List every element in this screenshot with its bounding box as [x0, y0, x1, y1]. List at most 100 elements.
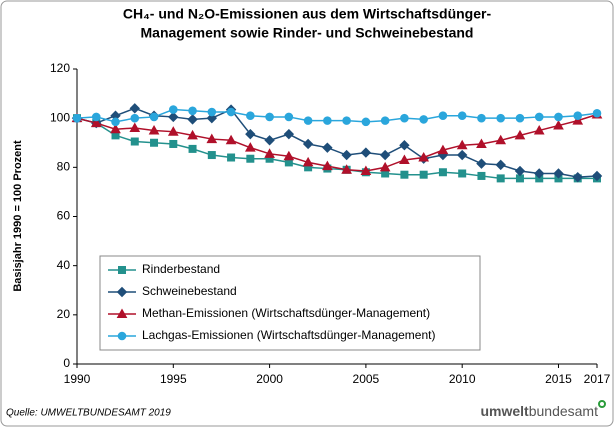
marker	[554, 112, 563, 122]
x-tick-label: 2015	[545, 372, 572, 386]
marker	[302, 156, 314, 167]
marker	[341, 149, 352, 161]
marker	[553, 168, 564, 179]
marker	[207, 107, 217, 117]
marker	[477, 171, 486, 180]
marker	[72, 113, 82, 123]
marker	[419, 170, 428, 179]
marker	[264, 135, 275, 146]
marker	[264, 148, 275, 158]
marker	[534, 168, 545, 179]
marker	[592, 108, 602, 118]
marker	[187, 114, 198, 125]
y-tick-label: 80	[57, 160, 71, 174]
marker	[379, 161, 391, 172]
marker	[244, 142, 256, 152]
marker	[283, 150, 295, 161]
marker	[360, 165, 372, 176]
marker	[188, 106, 197, 116]
marker	[438, 111, 448, 121]
y-tick-label: 0	[63, 356, 70, 370]
legend-label: Schweinebestand	[142, 284, 237, 298]
marker	[110, 123, 121, 134]
x-tick-label: 2005	[353, 372, 380, 386]
marker	[284, 112, 294, 122]
logo: umweltbundesamt	[480, 403, 598, 419]
marker	[591, 170, 603, 182]
marker	[496, 113, 506, 123]
marker	[400, 170, 409, 179]
marker	[380, 116, 390, 125]
logo-icon	[598, 400, 606, 408]
marker	[361, 117, 371, 127]
marker	[341, 164, 352, 174]
marker	[169, 139, 178, 148]
marker	[534, 112, 544, 122]
logo-part: bundesamt	[529, 403, 598, 419]
marker	[167, 126, 179, 136]
marker	[573, 111, 583, 121]
marker	[226, 107, 236, 117]
marker	[379, 149, 391, 161]
marker	[206, 133, 218, 144]
marker	[303, 116, 313, 125]
marker	[246, 154, 255, 163]
marker	[572, 115, 584, 125]
marker	[322, 142, 333, 153]
marker	[118, 266, 126, 274]
marker	[418, 151, 430, 162]
marker	[129, 103, 140, 114]
marker	[360, 147, 372, 158]
chart-title: CH₄- und N₂O-Emissionen aus dem Wirtscha…	[123, 6, 492, 22]
marker	[457, 111, 467, 121]
marker	[150, 138, 159, 147]
y-axis-label: Basisjahr 1990 = 100 Prozent	[12, 140, 24, 292]
marker	[246, 111, 255, 121]
y-tick-label: 120	[50, 61, 70, 75]
marker	[514, 165, 526, 177]
x-tick-label: 2017	[584, 372, 611, 386]
marker	[117, 331, 127, 341]
marker	[188, 144, 197, 153]
marker	[495, 159, 506, 171]
marker	[265, 112, 274, 122]
marker	[111, 117, 120, 127]
y-tick-label: 60	[57, 209, 71, 223]
marker	[342, 116, 351, 125]
y-tick-label: 20	[57, 307, 71, 321]
marker	[515, 113, 525, 123]
marker	[148, 124, 160, 135]
marker	[553, 120, 564, 130]
marker	[496, 174, 505, 183]
marker	[283, 128, 295, 140]
x-tick-label: 2000	[256, 372, 283, 386]
marker	[302, 138, 314, 150]
marker	[245, 128, 256, 140]
marker	[90, 117, 102, 128]
marker	[227, 153, 236, 162]
logo-part: umwelt	[480, 403, 529, 419]
x-tick-label: 2010	[449, 372, 476, 386]
series-line	[76, 108, 598, 123]
marker	[130, 137, 139, 146]
marker	[495, 134, 507, 145]
marker	[400, 113, 409, 123]
marker	[419, 115, 428, 124]
marker	[149, 112, 159, 122]
marker	[206, 112, 218, 124]
marker	[572, 171, 583, 183]
marker	[399, 140, 410, 151]
marker	[225, 134, 237, 145]
series-line	[76, 107, 598, 178]
x-tick-label: 1995	[160, 372, 187, 386]
y-tick-label: 100	[50, 110, 70, 124]
marker	[168, 105, 178, 114]
y-tick-label: 40	[57, 258, 71, 272]
series-line	[76, 113, 598, 172]
marker	[458, 169, 467, 178]
marker	[533, 124, 545, 135]
marker	[323, 116, 332, 125]
series-line	[76, 117, 597, 180]
marker	[187, 129, 198, 140]
marker	[116, 286, 128, 298]
